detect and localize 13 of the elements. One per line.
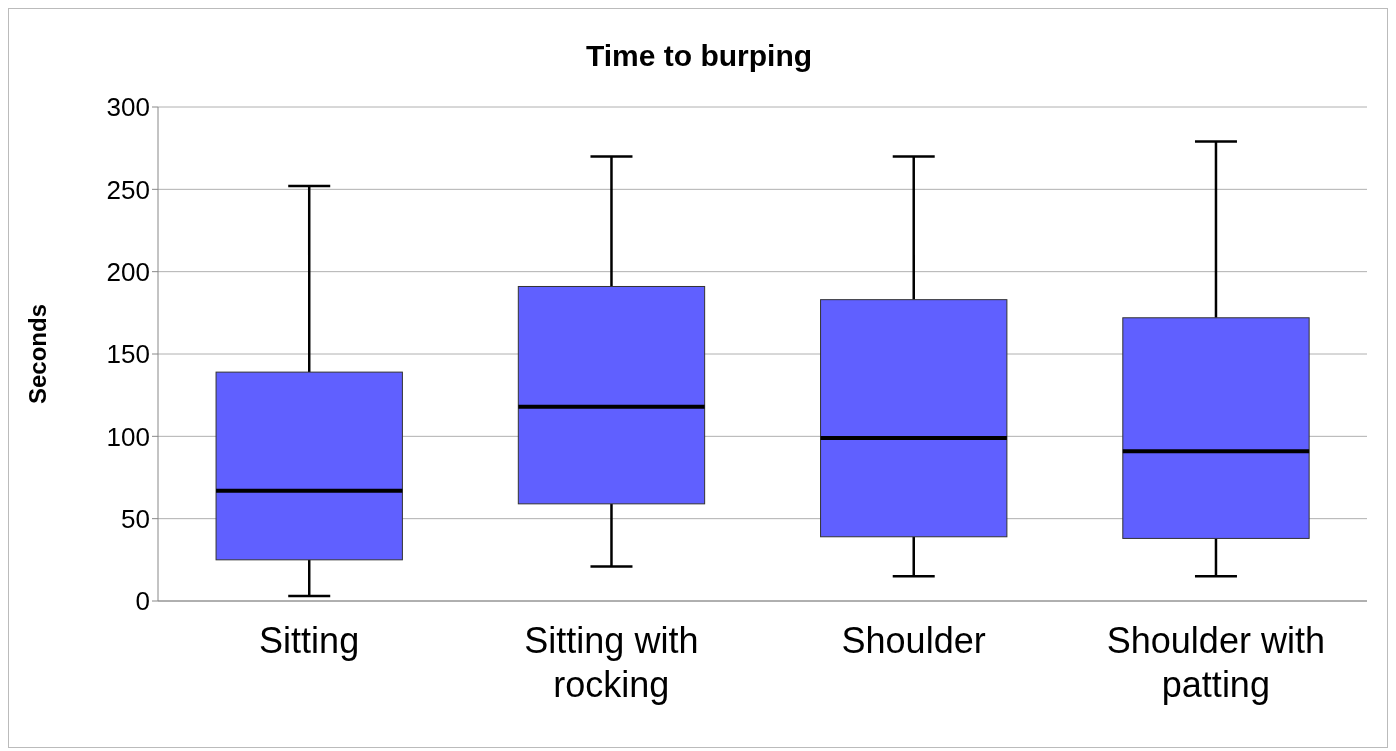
y-tick-label: 0	[135, 586, 150, 617]
y-tick-label: 250	[106, 174, 150, 205]
y-tick-label: 200	[106, 256, 150, 287]
y-axis-title: Seconds	[23, 303, 51, 405]
y-tick-label: 150	[106, 339, 150, 370]
x-tick-label: Sitting	[259, 620, 360, 661]
x-tick-label: Shoulder with patting	[1106, 620, 1325, 705]
y-tick-label: 100	[106, 421, 150, 452]
x-tick-label: Shoulder	[841, 620, 986, 661]
y-tick-label: 300	[106, 92, 150, 123]
chart-title: Time to burping	[584, 39, 814, 73]
y-tick-label: 50	[121, 503, 150, 534]
x-tick-label: Sitting with rocking	[524, 620, 699, 705]
